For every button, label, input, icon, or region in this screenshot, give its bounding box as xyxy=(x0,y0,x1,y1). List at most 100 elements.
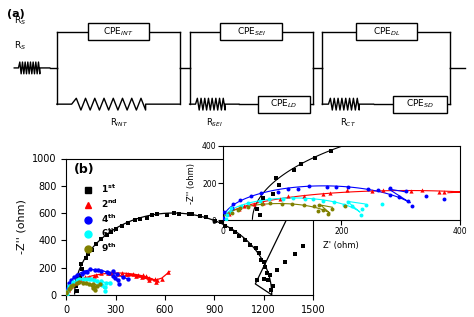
Point xyxy=(101,284,109,289)
Point xyxy=(70,275,78,280)
Point xyxy=(97,270,105,275)
Point xyxy=(143,215,150,220)
Text: R$_{CT}$: R$_{CT}$ xyxy=(340,117,356,129)
Point xyxy=(267,287,275,292)
Point xyxy=(260,259,268,264)
Point xyxy=(237,205,244,210)
Point xyxy=(256,213,264,218)
Point xyxy=(242,237,249,242)
Point xyxy=(281,260,289,265)
Point xyxy=(255,250,263,255)
Point xyxy=(109,268,117,274)
Point xyxy=(217,219,225,224)
Point xyxy=(240,203,248,208)
Point xyxy=(85,281,93,286)
Point xyxy=(122,271,130,276)
Text: CPE$_{SEI}$: CPE$_{SEI}$ xyxy=(237,25,266,38)
Point xyxy=(107,270,115,275)
Point xyxy=(99,282,106,287)
Point xyxy=(64,286,72,291)
Point xyxy=(73,273,81,278)
Point xyxy=(77,273,84,278)
Point xyxy=(67,277,75,282)
Point xyxy=(91,278,98,283)
Point xyxy=(220,209,228,214)
Point xyxy=(63,291,70,296)
Point xyxy=(136,216,143,221)
Point xyxy=(284,186,292,191)
Point xyxy=(256,198,264,203)
Point xyxy=(257,191,264,196)
Point xyxy=(298,162,305,167)
Point xyxy=(107,280,114,285)
Point xyxy=(108,229,115,234)
Point xyxy=(265,197,273,202)
Point xyxy=(63,290,70,295)
Point xyxy=(81,269,88,274)
Point xyxy=(94,268,102,273)
Point xyxy=(202,214,210,219)
Point xyxy=(93,284,100,289)
Point xyxy=(228,210,236,216)
Point xyxy=(153,277,161,282)
Y-axis label: -Z'' (ohm): -Z'' (ohm) xyxy=(187,163,196,204)
Point xyxy=(266,201,273,206)
Point xyxy=(341,203,349,208)
Point xyxy=(106,270,113,275)
Point xyxy=(289,196,297,201)
Point xyxy=(73,278,81,283)
Point xyxy=(345,185,352,190)
Text: R$_S$: R$_S$ xyxy=(14,15,27,27)
Point xyxy=(364,187,372,192)
Point xyxy=(301,203,308,208)
Point xyxy=(97,279,105,284)
Point xyxy=(109,274,117,279)
Point xyxy=(64,291,71,296)
Point xyxy=(327,191,334,196)
Point xyxy=(222,216,229,221)
Point xyxy=(228,206,236,211)
Point xyxy=(363,202,370,207)
Point xyxy=(153,279,160,284)
Point xyxy=(247,194,255,199)
Point xyxy=(82,255,90,260)
Point xyxy=(237,204,245,209)
Point xyxy=(250,201,258,206)
Point xyxy=(211,219,219,224)
Text: CPE$_{DL}$: CPE$_{DL}$ xyxy=(373,25,400,38)
Point xyxy=(379,188,387,193)
Point xyxy=(119,275,127,280)
Point xyxy=(76,280,83,285)
Point xyxy=(151,276,158,281)
Point xyxy=(276,197,284,202)
Point xyxy=(102,281,110,286)
Point xyxy=(319,207,327,212)
Point xyxy=(65,287,73,292)
Point xyxy=(223,212,230,217)
Point xyxy=(404,198,412,203)
Point xyxy=(113,271,121,276)
Point xyxy=(343,142,350,147)
Point xyxy=(67,284,74,289)
Point xyxy=(359,206,366,211)
Point xyxy=(231,230,239,235)
Point xyxy=(114,278,122,283)
Point xyxy=(62,289,70,294)
Point xyxy=(82,276,90,281)
Point xyxy=(300,194,308,199)
Point xyxy=(73,288,81,294)
Point xyxy=(259,200,266,205)
Point xyxy=(91,288,99,293)
Point xyxy=(92,273,100,278)
Point xyxy=(263,270,271,275)
Point xyxy=(227,210,234,215)
Point xyxy=(374,187,382,192)
Point xyxy=(78,271,85,276)
Point xyxy=(275,182,283,187)
Point xyxy=(65,281,73,286)
Point xyxy=(188,211,196,217)
Point xyxy=(311,156,319,161)
Point xyxy=(290,167,298,172)
Point xyxy=(328,206,336,211)
Text: (b): (b) xyxy=(74,163,94,176)
